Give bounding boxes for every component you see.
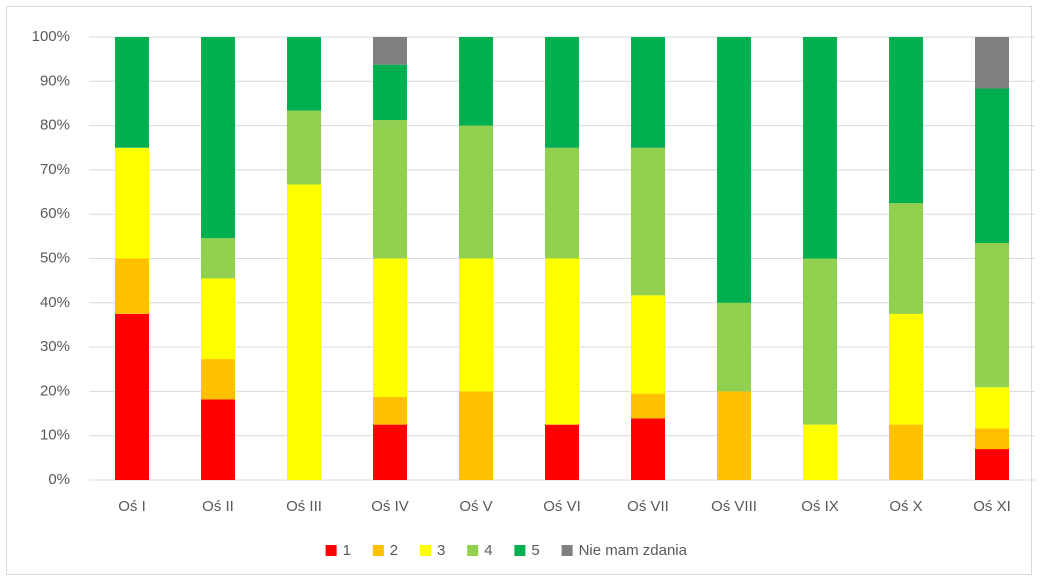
bar-segment	[889, 37, 923, 204]
bar-segment	[287, 37, 321, 111]
bar-segment	[373, 258, 407, 397]
y-tick-label: 30%	[40, 338, 70, 355]
bar-segment	[631, 295, 665, 394]
x-tick-label: Oś IX	[801, 498, 839, 515]
legend-label: 5	[531, 542, 539, 559]
x-tick-label: Oś XI	[973, 498, 1011, 515]
bar-segment	[115, 258, 149, 314]
bar-segment	[717, 37, 751, 303]
bar-segment	[803, 258, 837, 425]
y-tick-label: 10%	[40, 427, 70, 444]
bar-segment	[287, 110, 321, 185]
x-tick-label: Oś VIII	[711, 498, 757, 515]
bar-segment	[115, 313, 149, 480]
bar-segment	[459, 37, 493, 126]
bar-segment	[975, 243, 1009, 388]
legend-swatch	[467, 545, 479, 556]
bar-segment	[115, 147, 149, 259]
y-tick-label: 100%	[32, 28, 70, 45]
bar-segment	[373, 120, 407, 259]
bar-segment	[717, 391, 751, 480]
bar-segment	[975, 37, 1009, 89]
bar-segment	[373, 37, 407, 65]
legend-swatch	[372, 545, 384, 556]
bar-segment	[803, 37, 837, 259]
bar-segment	[631, 37, 665, 148]
bar-segment	[717, 302, 751, 392]
legend-swatch	[561, 545, 573, 556]
bar-segment	[545, 147, 579, 259]
x-tick-label: Oś III	[286, 498, 322, 515]
y-tick-label: 70%	[40, 161, 70, 178]
bar-segment	[803, 424, 837, 480]
bar-segment	[631, 393, 665, 419]
bar-segment	[373, 64, 407, 121]
legend-swatch	[514, 545, 526, 556]
x-tick-label: Oś VII	[627, 498, 669, 515]
bar-segment	[889, 424, 923, 480]
bar-segment	[975, 449, 1009, 480]
y-tick-label: 60%	[40, 205, 70, 222]
bar-segment	[201, 238, 235, 279]
bar-segment	[889, 313, 923, 425]
bar-segment	[201, 37, 235, 239]
bar-segment	[201, 399, 235, 480]
bar-segment	[459, 391, 493, 480]
bar-segment	[373, 424, 407, 480]
bar-segment	[459, 258, 493, 392]
x-tick-label: Oś IV	[371, 498, 409, 515]
bar-segment	[373, 396, 407, 425]
bar-segment	[975, 88, 1009, 244]
legend-label: 4	[484, 542, 492, 559]
bar-segment	[115, 37, 149, 148]
chart-frame	[6, 6, 1032, 575]
x-tick-label: Oś X	[889, 498, 922, 515]
bar-segment	[545, 424, 579, 480]
legend-label: 1	[343, 542, 351, 559]
y-tick-label: 50%	[40, 249, 70, 266]
legend-label: 2	[390, 542, 398, 559]
bar-segment	[545, 37, 579, 148]
bar-segment	[975, 387, 1009, 429]
bar-segment	[975, 428, 1009, 450]
bar-segment	[459, 125, 493, 259]
bar-segment	[201, 278, 235, 360]
y-tick-label: 0%	[48, 471, 70, 488]
x-tick-label: Oś VI	[543, 498, 581, 515]
bar-segment	[631, 418, 665, 480]
y-tick-label: 80%	[40, 117, 70, 134]
legend-swatch	[420, 545, 431, 556]
bar-segment	[287, 184, 321, 481]
legend-label: Nie mam zdania	[579, 542, 688, 559]
legend-swatch	[325, 545, 337, 556]
x-tick-label: Oś II	[202, 498, 234, 515]
bar-segment	[545, 258, 579, 425]
y-tick-label: 40%	[40, 294, 70, 311]
bar-segment	[201, 359, 235, 400]
bar-segment	[889, 203, 923, 314]
y-tick-label: 90%	[40, 72, 70, 89]
bar-segment	[631, 147, 665, 296]
x-tick-label: Oś I	[118, 498, 146, 515]
y-tick-label: 20%	[40, 382, 70, 399]
legend-label: 3	[437, 542, 445, 559]
x-tick-label: Oś V	[459, 498, 492, 515]
